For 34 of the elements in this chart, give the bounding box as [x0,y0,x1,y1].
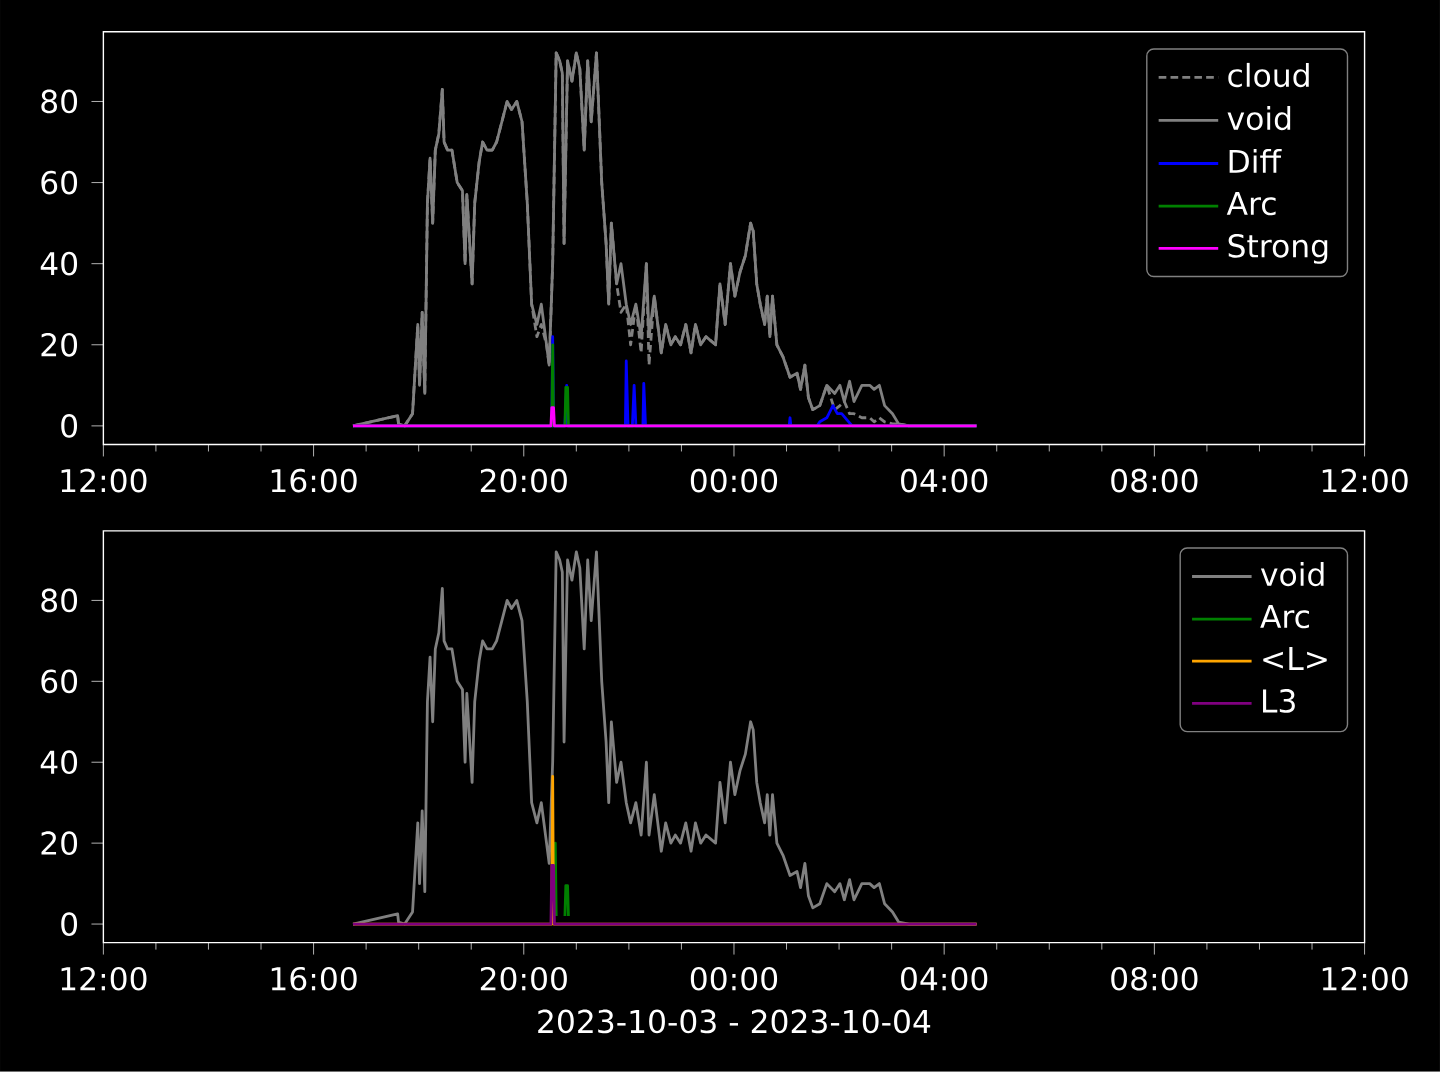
x-tick-label: 12:00 [61,967,147,991]
y-tick-label: 20 [41,831,78,856]
x-tick-label: 04:00 [901,468,988,493]
x-tick-label: 12:00 [1322,967,1408,991]
x-tick-label: 08:00 [1111,468,1198,493]
x-tick-label: 12:00 [1322,468,1408,493]
x-tick-label: 16:00 [271,967,357,991]
legend-label: <L> [1263,647,1327,671]
legend-label: Arc [1260,605,1309,629]
x-tick-label: 00:00 [690,468,778,493]
y-tick-label: 80 [41,89,78,114]
legend-label: cloud [1228,63,1309,88]
y-tick-label: 60 [41,669,78,694]
x-axis-title: 2023-10-03 - 2023-10-04 [538,1009,931,1034]
legend-label: void [1260,562,1324,587]
legend-label: Diff [1229,149,1282,173]
x-tick-label: 12:00 [61,468,147,493]
legend-label: void [1227,106,1291,131]
x-tick-label: 04:00 [901,967,988,991]
x-tick-label: 00:00 [690,967,778,991]
y-tick-label: 80 [41,588,78,613]
x-tick-label: 08:00 [1111,967,1198,991]
x-tick-label: 20:00 [480,468,567,493]
y-tick-label: 20 [41,333,78,357]
legend-label: Strong [1228,234,1328,265]
legend-label: Arc [1226,192,1276,216]
legend-label: L3 [1263,689,1295,714]
y-tick-label: 0 [61,912,78,937]
y-tick-label: 40 [40,251,78,276]
y-tick-label: 40 [40,750,78,775]
y-tick-label: 0 [61,414,78,438]
x-tick-label: 20:00 [480,967,567,991]
y-tick-label: 60 [41,170,78,195]
x-tick-label: 16:00 [271,468,357,493]
